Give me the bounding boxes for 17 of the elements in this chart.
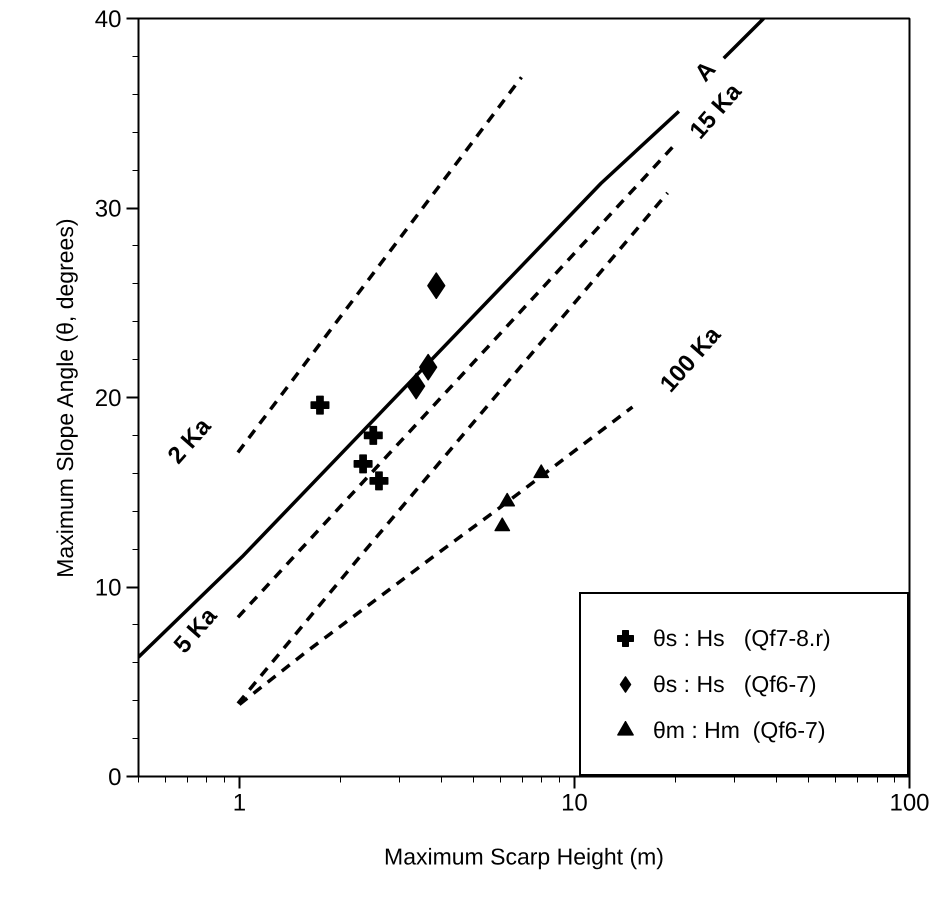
annotation: 5 Ka (168, 602, 223, 659)
annotation: 2 Ka (162, 412, 217, 470)
y-axis-title: Maximum Slope Angle (θ, degrees) (52, 218, 78, 578)
legend-label: θm : Hm (Qf6-7) (653, 716, 827, 744)
x-tick-label: 1 (232, 790, 246, 816)
y-tick-label: 0 (108, 764, 122, 791)
y-tick-label: 20 (94, 385, 122, 412)
legend-label: θs : Hs (Qf6-7) (653, 670, 818, 698)
x-tick-label: 10 (561, 790, 588, 816)
annotation: 100 Ka (654, 321, 727, 398)
legend-label: θs : Hs (Qf7-8.r) (653, 624, 832, 652)
y-tick-label: 10 (94, 574, 122, 602)
x-axis-title: Maximum Scarp Height (m) (384, 844, 664, 870)
x-tick-label: 100 (889, 790, 930, 816)
y-tick-label: 30 (94, 196, 122, 222)
annotation: A (690, 56, 722, 87)
y-tick-label: 40 (94, 6, 122, 33)
